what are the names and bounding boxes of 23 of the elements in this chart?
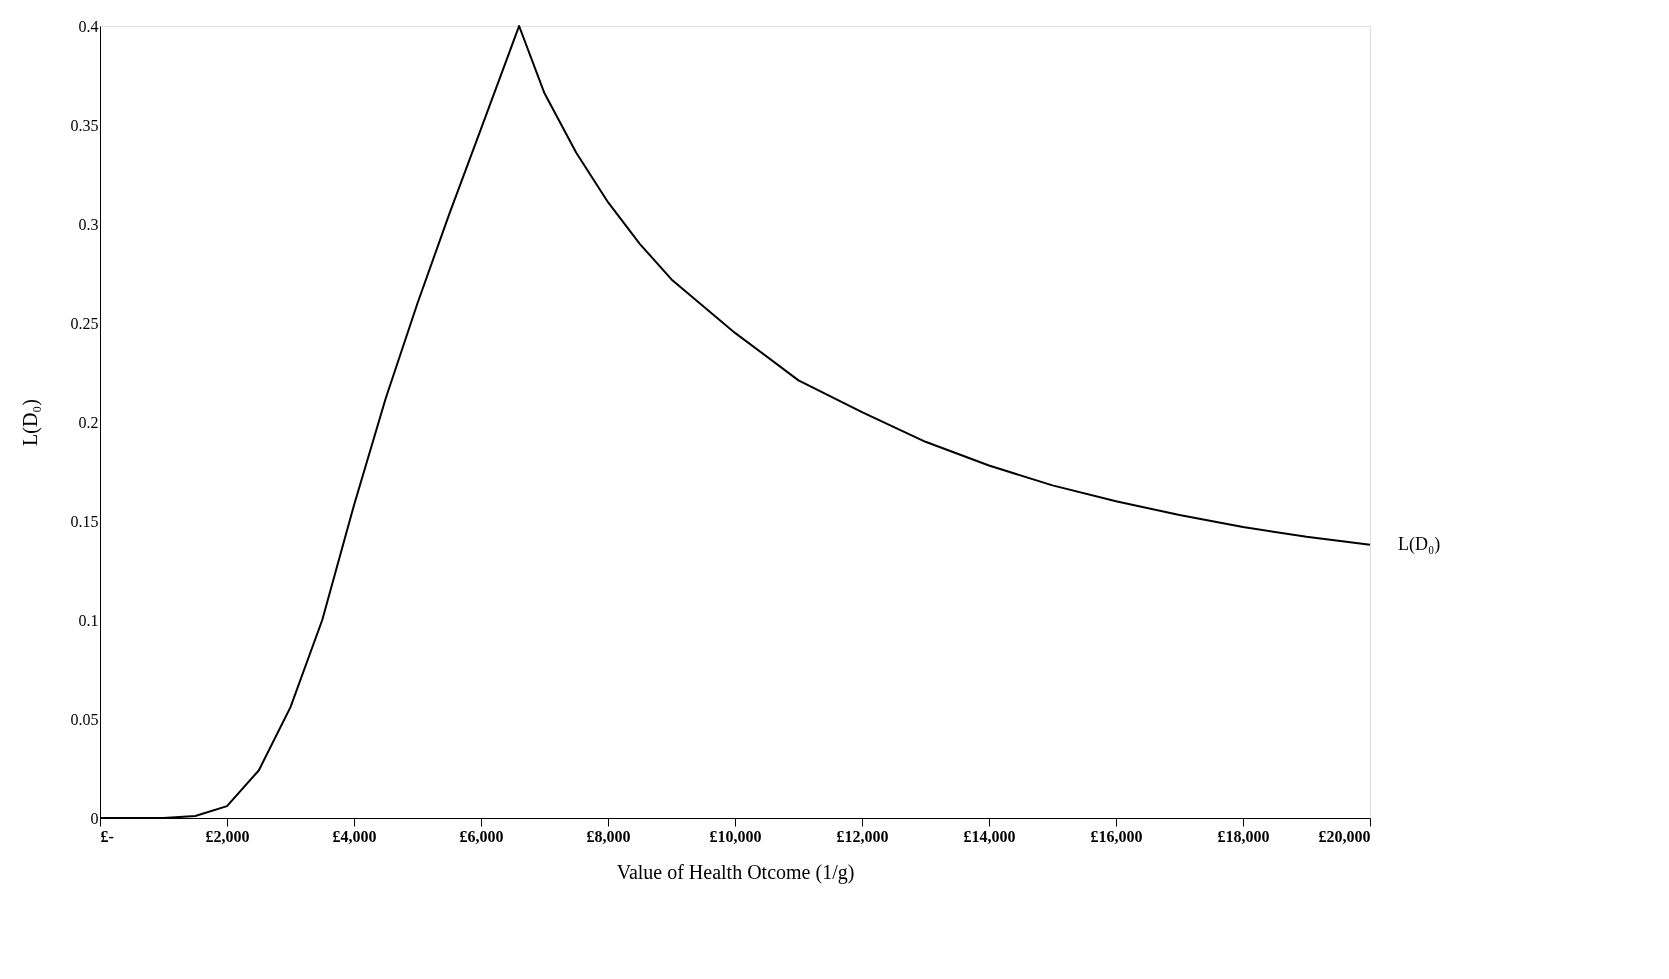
- y-tick-label: 0.05: [70, 710, 99, 728]
- x-tick-label: £18,000: [1217, 827, 1270, 845]
- y-tick-label: 0.25: [70, 314, 99, 332]
- x-tick-label: £14,000: [963, 827, 1016, 845]
- x-tick-label: £-: [100, 827, 114, 845]
- y-tick-label: 0.35: [70, 116, 99, 134]
- y-tick-label: 0.1: [78, 611, 99, 629]
- y-tick-label: 0: [90, 809, 99, 827]
- y-tick-label: 0.4: [78, 17, 99, 35]
- y-tick-label: 0.3: [78, 215, 99, 233]
- y-tick-label: 0.15: [70, 512, 99, 530]
- x-tick-label: £12,000: [836, 827, 889, 845]
- x-tick-label: £6,000: [459, 827, 504, 845]
- x-tick-label: £20,000: [1318, 827, 1371, 845]
- y-tick-label: 0.2: [78, 413, 99, 431]
- x-tick-label: £8,000: [586, 827, 631, 845]
- y-axis-title: L(D₀): [18, 399, 42, 446]
- x-tick-label: £10,000: [709, 827, 762, 845]
- x-tick-label: £2,000: [205, 827, 250, 845]
- x-tick-label: £16,000: [1090, 827, 1143, 845]
- x-tick-label: £4,000: [332, 827, 377, 845]
- series-label: L(D₀): [1398, 533, 1441, 555]
- x-axis-title: Value of Health Otcome (1/g): [616, 860, 855, 884]
